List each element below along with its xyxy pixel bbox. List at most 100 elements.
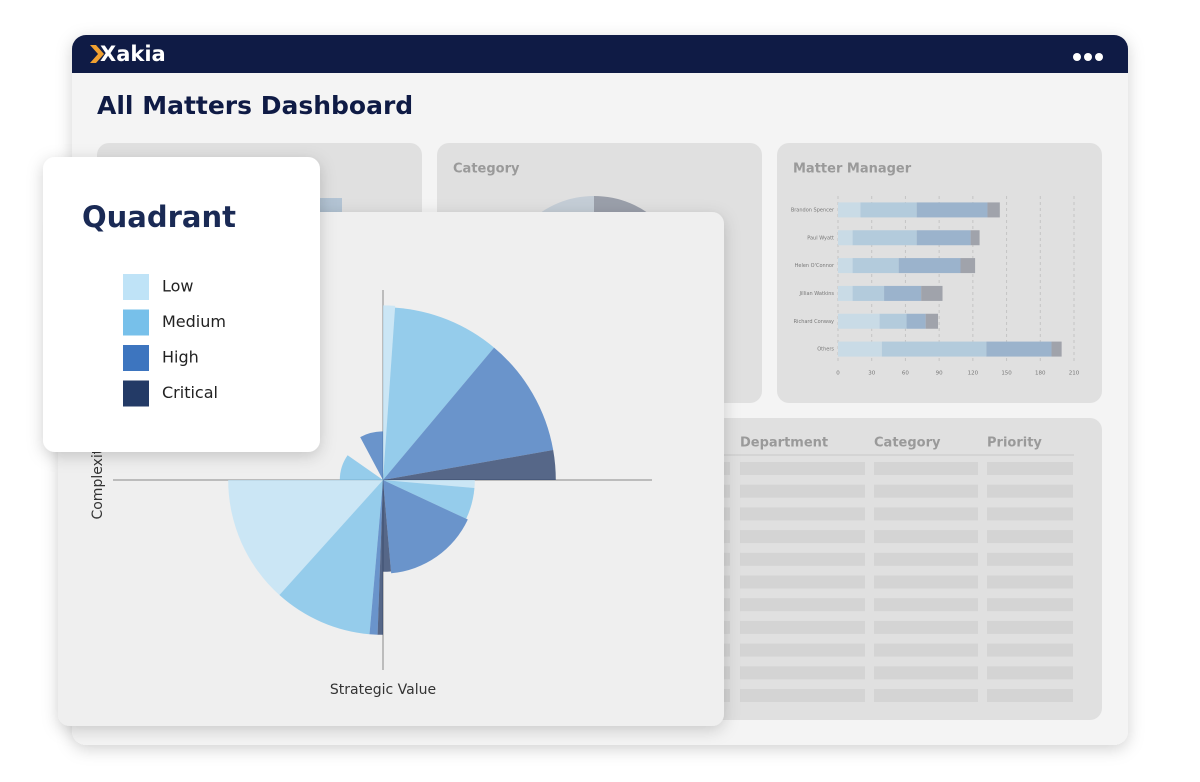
wedge — [383, 480, 475, 519]
bar-segment — [838, 313, 880, 329]
placeholder-cell — [987, 620, 1073, 634]
legend-card: Quadrant Low Medium High Critical — [43, 157, 320, 452]
wedge — [383, 305, 396, 480]
placeholder-cell — [874, 552, 978, 566]
category-label: Jillian Watkins — [798, 291, 834, 297]
bar-segment — [925, 313, 939, 329]
placeholder-cell — [987, 666, 1073, 680]
x-tick-label: 0 — [836, 371, 840, 377]
bar-segment — [852, 258, 899, 274]
wedge — [339, 455, 383, 480]
placeholder-cell — [987, 462, 1073, 475]
matter-manager-chart: 0 30 60 90 120 150 180 210 Brandon Spencer Paul W… — [791, 196, 1080, 377]
category-label: Paul Wyatt — [807, 235, 834, 241]
column-header: Priority — [987, 436, 1042, 451]
placeholder-cell — [740, 552, 865, 566]
placeholder-cell — [740, 598, 865, 612]
wedge — [279, 480, 383, 635]
placeholder-cell — [987, 507, 1073, 521]
card-title: Matter Manager — [793, 162, 912, 177]
x-tick-label: 30 — [868, 371, 875, 377]
placeholder-cell — [874, 689, 978, 702]
x-tick-label: 120 — [968, 371, 979, 377]
wedge — [383, 307, 495, 480]
legend: Low Medium High Critical — [123, 274, 226, 407]
placeholder-cell — [740, 620, 865, 634]
legend-label: Low — [162, 277, 194, 296]
x-tick-label: 150 — [1001, 371, 1012, 377]
placeholder-cell — [987, 575, 1073, 589]
placeholder-cell — [987, 689, 1073, 702]
bar-segment — [838, 258, 853, 274]
bar-segment — [884, 285, 922, 301]
legend-swatch — [123, 309, 149, 336]
wedge — [369, 480, 383, 635]
bar-segment — [921, 285, 943, 301]
category-label: Helen O'Connor — [795, 263, 835, 269]
placeholder-cell — [740, 643, 865, 657]
card — [43, 157, 320, 452]
bar-segment — [1051, 341, 1062, 357]
card-title: Category — [453, 162, 520, 177]
bar-segment — [960, 258, 976, 274]
top-bar — [72, 35, 1128, 73]
placeholder-cell — [740, 689, 865, 702]
placeholder-cell — [740, 530, 865, 544]
wedge — [383, 480, 475, 489]
bar-segment — [838, 202, 861, 218]
menu-button[interactable] — [1073, 53, 1103, 61]
placeholder-cell — [740, 462, 865, 475]
legend-label: Critical — [162, 383, 218, 402]
placeholder-cell — [874, 462, 978, 475]
legend-swatch — [123, 345, 149, 371]
bar-segment — [879, 313, 907, 329]
bar-segment — [860, 202, 917, 218]
placeholder-cell — [874, 507, 978, 521]
category-label: Richard Conway — [794, 319, 834, 325]
x-tick-label: 90 — [936, 371, 943, 377]
dashboard-title: All Matters Dashboard — [97, 91, 413, 120]
placeholder-cell — [874, 598, 978, 612]
legend-label: Medium — [162, 312, 226, 331]
placeholder-cell — [874, 575, 978, 589]
decor-bar — [320, 198, 342, 212]
bar-segment — [987, 202, 1000, 218]
placeholder-cell — [740, 575, 865, 589]
bar-segment — [970, 230, 980, 246]
wedge — [383, 480, 392, 572]
quadrant-chart — [228, 305, 556, 635]
wedge — [228, 480, 383, 596]
bar-segment — [852, 230, 917, 246]
placeholder-cell — [740, 666, 865, 680]
category-label: Others — [817, 347, 834, 353]
placeholder-cell — [987, 530, 1073, 544]
placeholder-cell — [874, 620, 978, 634]
category-label: Brandon Spencer — [791, 207, 835, 213]
bar-segment — [881, 341, 987, 357]
wedge — [383, 449, 556, 480]
legend-label: High — [162, 348, 199, 367]
bar-segment — [916, 230, 971, 246]
legend-swatch — [123, 380, 149, 407]
x-tick-label: 210 — [1069, 371, 1080, 377]
logo-mark — [90, 45, 104, 63]
placeholder-cell — [874, 484, 978, 498]
x-tick-label: 180 — [1035, 371, 1046, 377]
placeholder-cell — [987, 643, 1073, 657]
x-tick-label: 60 — [902, 371, 909, 377]
legend-title: Quadrant — [82, 200, 236, 234]
placeholder-cell — [740, 507, 865, 521]
placeholder-cell — [987, 484, 1073, 498]
bar-segment — [906, 313, 926, 329]
bar-segment — [898, 258, 961, 274]
bar-segment — [986, 341, 1052, 357]
bar-segment — [838, 341, 882, 357]
bar-segment — [916, 202, 988, 218]
placeholder-cell — [987, 552, 1073, 566]
placeholder-cell — [874, 666, 978, 680]
bar-segment — [852, 285, 885, 301]
bar-segment — [838, 285, 853, 301]
placeholder-cell — [874, 530, 978, 544]
